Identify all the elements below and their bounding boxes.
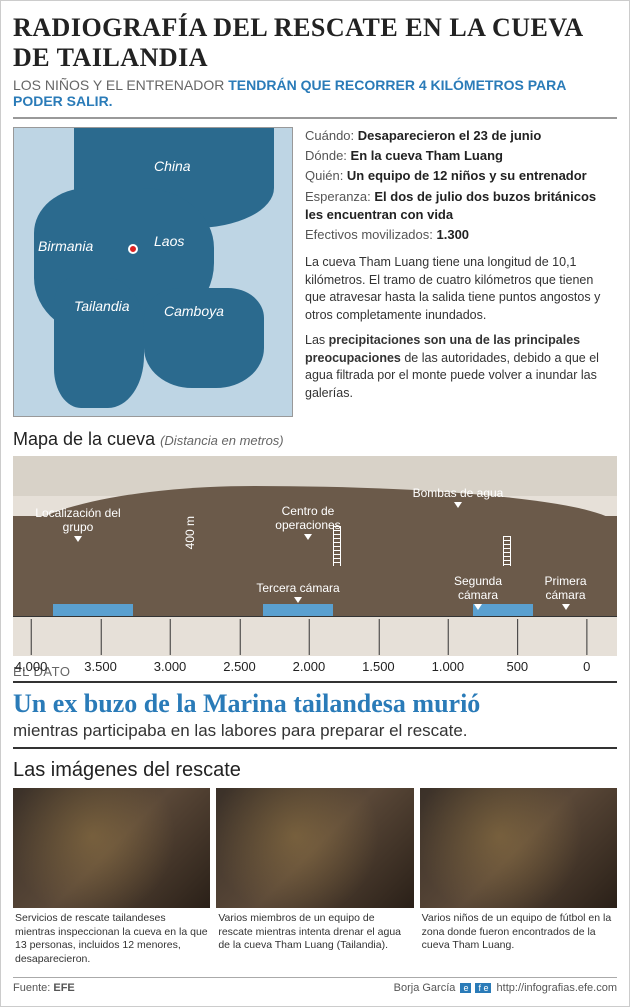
country-label: Laos	[154, 233, 184, 249]
paragraph: La cueva Tham Luang tiene una longitud d…	[305, 254, 617, 324]
info-box: Cuándo: Desaparecieron el 23 de junio Dón…	[305, 127, 617, 417]
main-title: RADIOGRAFÍA DEL RESCATE EN LA CUEVA DE T…	[13, 13, 617, 73]
axis-tick: 3.000	[154, 659, 187, 674]
axis-tick: 500	[506, 659, 528, 674]
dato-headline: Un ex buzo de la Marina tailandesa murió	[13, 689, 617, 719]
cave-map-title: Mapa de la cueva (Distancia en metros)	[13, 429, 617, 450]
location-map: China Birmania Laos Tailandia Camboya	[13, 127, 293, 417]
image-row: Servicios de rescate tailandeses mientra…	[13, 788, 617, 967]
image-caption: Varios niños de un equipo de fútbol en l…	[420, 912, 617, 953]
cave-annotation: Tercera cámara	[253, 581, 343, 605]
badge-icon: f e	[475, 983, 491, 993]
axis-tick: 0	[583, 659, 590, 674]
country-label: China	[154, 158, 191, 174]
dato-sub: mientras participaba en las labores para…	[13, 721, 617, 741]
axis-tick: 4.000	[15, 659, 48, 674]
badge-icon: e	[460, 983, 471, 993]
country-label: Camboya	[164, 303, 224, 319]
divider	[13, 117, 617, 119]
axis-tick: 3.500	[84, 659, 117, 674]
rescue-photo	[216, 788, 413, 908]
subtitle-gray: LOS NIÑOS Y EL ENTRENADOR	[13, 77, 228, 93]
ladder-icon	[333, 526, 341, 566]
axis-tick: 1.500	[362, 659, 395, 674]
dato-box: Un ex buzo de la Marina tailandesa murió…	[13, 681, 617, 749]
country-label: Tailandia	[74, 298, 130, 314]
cave-location-dot	[128, 244, 138, 254]
water	[263, 604, 333, 616]
subtitle: LOS NIÑOS Y EL ENTRENADOR TENDRÁN QUE RE…	[13, 77, 617, 109]
image-caption: Servicios de rescate tailandeses mientra…	[13, 912, 210, 967]
fact-row: Cuándo: Desaparecieron el 23 de junio	[305, 127, 617, 145]
fact-row: Esperanza: El dos de julio dos buzos bri…	[305, 188, 617, 224]
credits: Borja García ef e http://infografias.efe…	[394, 982, 617, 994]
fact-row: Dónde: En la cueva Tham Luang	[305, 147, 617, 165]
cave-annotation: Primera cámara	[533, 574, 598, 612]
source: Fuente: EFE	[13, 982, 75, 994]
top-row: China Birmania Laos Tailandia Camboya Cuándo…	[13, 127, 617, 417]
infographic-container: RADIOGRAFÍA DEL RESCATE EN LA CUEVA DE T…	[0, 0, 630, 1007]
axis-tick: 2.000	[293, 659, 326, 674]
cave-annotation: Segunda cámara	[443, 574, 513, 612]
axis-tick: 2.500	[223, 659, 256, 674]
image-caption: Varios miembros de un equipo de rescate …	[216, 912, 413, 953]
body-text: La cueva Tham Luang tiene una longitud d…	[305, 254, 617, 402]
cave-cross-section: Localización del grupoCentro de operacio…	[13, 456, 617, 656]
cave-annotation: Bombas de agua	[403, 486, 513, 510]
depth-label: 400 m	[183, 516, 197, 549]
rescue-photo	[420, 788, 617, 908]
image-item: Servicios de rescate tailandeses mientra…	[13, 788, 210, 967]
images-title: Las imágenes del rescate	[13, 759, 617, 782]
water	[53, 604, 133, 616]
axis-tick: 1.000	[432, 659, 465, 674]
ladder-icon	[503, 536, 511, 566]
country-label: Birmania	[38, 238, 93, 254]
fact-row: Quién: Un equipo de 12 niños y su entren…	[305, 167, 617, 185]
fact-row: Efectivos movilizados: 1.300	[305, 226, 617, 244]
image-item: Varios miembros de un equipo de rescate …	[216, 788, 413, 967]
image-item: Varios niños de un equipo de fútbol en l…	[420, 788, 617, 967]
rescue-photo	[13, 788, 210, 908]
distance-axis: 4.0003.5003.0002.5002.0001.5001.0005000	[13, 616, 617, 656]
cave-annotation: Localización del grupo	[23, 506, 133, 544]
paragraph: Las precipitaciones son una de las princ…	[305, 332, 617, 402]
footer: Fuente: EFE Borja García ef e http://inf…	[13, 977, 617, 994]
